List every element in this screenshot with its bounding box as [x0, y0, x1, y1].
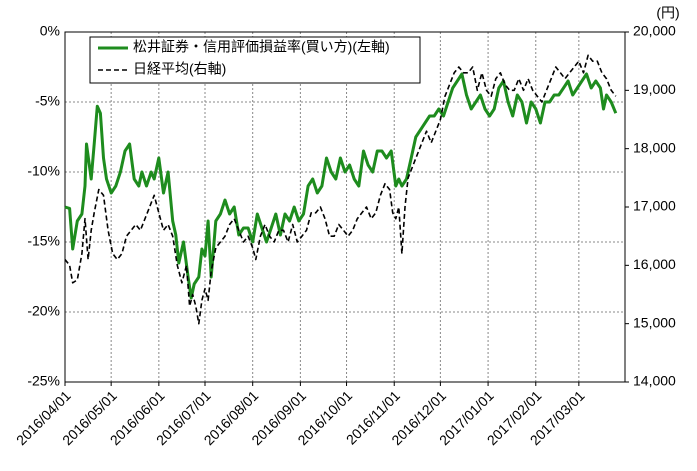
y2-tick-label: 19,000: [633, 81, 676, 97]
y2-tick-label: 15,000: [633, 314, 676, 330]
y-tick-label: 0%: [40, 23, 60, 39]
series-line: [64, 54, 617, 325]
y2-tick-label: 16,000: [633, 256, 676, 272]
y2-tick-label: 18,000: [633, 139, 676, 155]
y-tick-label: -5%: [35, 93, 60, 109]
y2-axis-label: (円): [656, 5, 679, 21]
y2-tick-label: 20,000: [633, 23, 676, 39]
y2-tick-label: 14,000: [633, 373, 676, 389]
y2-tick-label: 17,000: [633, 198, 676, 214]
y-tick-label: -10%: [27, 163, 60, 179]
y-tick-label: -15%: [27, 233, 60, 249]
series-line: [64, 72, 618, 300]
y-tick-label: -20%: [27, 303, 60, 319]
legend-label: 日経平均(右軸): [133, 61, 226, 77]
legend-label: 松井証券・信用評価損益率(買い方)(左軸): [133, 39, 390, 55]
y-tick-label: -25%: [27, 373, 60, 389]
legend-box: [89, 36, 421, 84]
